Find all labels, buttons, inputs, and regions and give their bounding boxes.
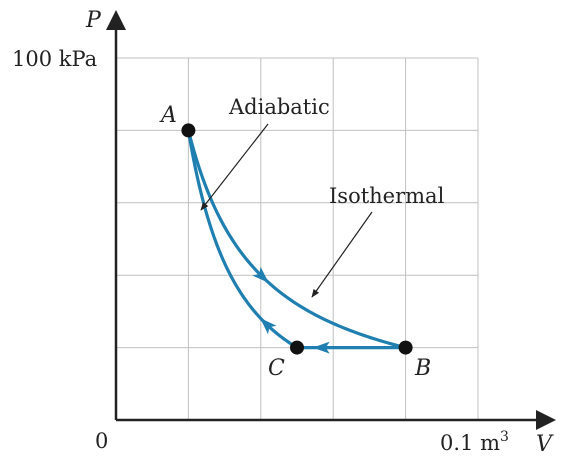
x-max-label-exponent: 3 — [500, 429, 509, 445]
point-a-label: A — [159, 103, 177, 128]
isothermal-direction-arrow — [252, 266, 269, 283]
isothermal-curve — [186, 128, 408, 350]
isothermal-label: Isothermal — [329, 184, 445, 208]
x-axis-label: V — [536, 432, 554, 457]
point-c-label: C — [268, 356, 285, 381]
point-a — [181, 123, 196, 138]
x-max-label-value: 0.1 m — [440, 431, 500, 455]
y-max-label: 100 kPa — [12, 47, 97, 71]
adiabatic-direction-arrow — [260, 318, 277, 335]
point-c — [290, 340, 304, 355]
point-b-label: B — [414, 356, 431, 381]
x-max-label: 0.1 m3 — [440, 429, 509, 455]
grid-lines — [116, 57, 479, 420]
point-b — [398, 340, 413, 355]
adiabatic-leader-arrow — [200, 123, 269, 211]
adiabatic-curve — [186, 128, 299, 350]
isobaric-direction-arrow — [312, 341, 330, 354]
y-axis-label: P — [85, 8, 102, 33]
adiabatic-label: Adiabatic — [228, 95, 330, 119]
origin-label: 0 — [95, 429, 108, 453]
isothermal-leader-arrow — [311, 211, 373, 298]
